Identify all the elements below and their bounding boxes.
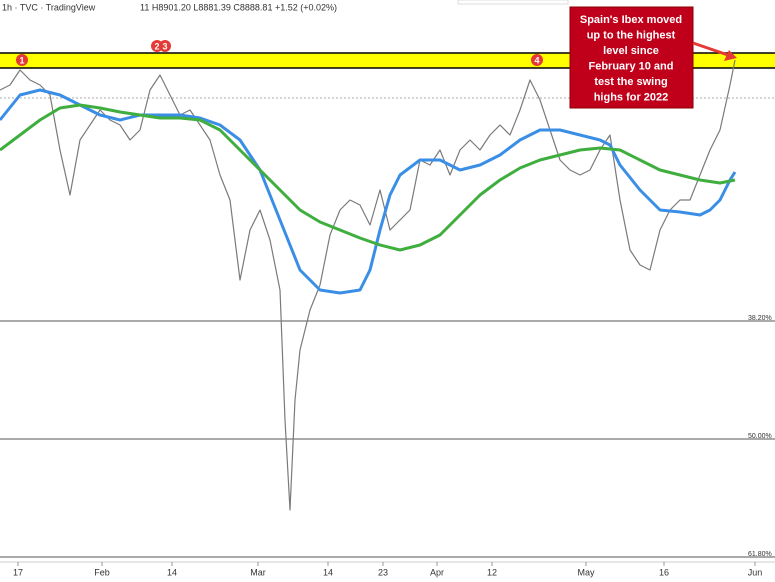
x-tick-label: 12	[487, 567, 497, 577]
symbol-label: 1h · TVC · TradingView	[2, 2, 96, 12]
annotation-text: level since	[603, 45, 659, 57]
swing-marker-label: 2	[154, 41, 159, 51]
x-tick-label: 16	[659, 567, 669, 577]
annotation-text: test the swing	[594, 76, 667, 88]
x-tick-label: Mar	[250, 567, 266, 577]
x-tick-label: May	[577, 567, 595, 577]
x-tick-label: Apr	[430, 567, 444, 577]
series-line	[0, 103, 736, 252]
annotation-text: highs for 2022	[594, 91, 669, 103]
x-tick-label: 14	[167, 567, 177, 577]
swing-marker-label: 3	[162, 41, 167, 51]
x-tick-label: Jun	[748, 567, 763, 577]
annotation-text: Spain's Ibex moved	[580, 14, 682, 26]
series-line	[0, 59, 736, 511]
annotation-text: February 10 and	[589, 60, 674, 72]
annotation-box	[569, 6, 694, 109]
swing-marker-label: 1	[19, 55, 24, 65]
ohlc-label: 11 H8901.20 L8881.39 C8888.81 +1.52 (+0.…	[140, 2, 337, 12]
x-tick-label: Feb	[94, 567, 110, 577]
x-tick-label: 14	[323, 567, 333, 577]
annotation-arrow	[692, 41, 729, 57]
annotation-text: up to the highest	[587, 29, 676, 41]
x-tick-label: 17	[13, 567, 23, 577]
swing-marker	[531, 54, 543, 66]
fib-label: 61.80%	[748, 551, 772, 558]
toolbar-box	[457, 0, 569, 5]
arrow-head	[724, 50, 737, 61]
swing-marker-label: 4	[534, 55, 539, 65]
swing-marker	[16, 54, 28, 66]
fib-label: 38.20%	[748, 315, 772, 322]
x-tick-label: 23	[378, 567, 388, 577]
fib-label: 50.00%	[748, 433, 772, 440]
swing-marker	[159, 40, 171, 52]
